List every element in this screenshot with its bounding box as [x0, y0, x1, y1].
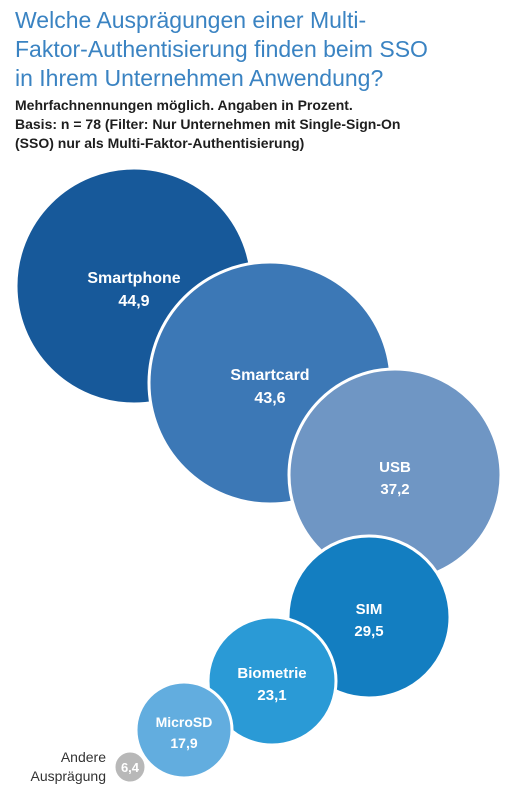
value-label-andere-ausprägung: 6,4	[121, 760, 140, 775]
category-label-usb: USB	[379, 459, 411, 476]
category-label-smartcard: Smartcard	[230, 367, 309, 384]
category-label-andere-ausprägung: Andere	[61, 749, 106, 765]
subtitle-line: Basis: n = 78 (Filter: Nur Unternehmen m…	[15, 116, 401, 132]
title-line: Welche Ausprägungen einer Multi-	[15, 7, 367, 33]
value-label-smartcard: 43,6	[254, 390, 285, 407]
category-label-sim: SIM	[356, 601, 383, 618]
value-label-smartphone: 44,9	[118, 293, 149, 310]
title-line: in Ihrem Unternehmen Anwendung?	[15, 65, 384, 91]
subtitle-line: (SSO) nur als Multi-Faktor-Authentisieru…	[15, 135, 305, 151]
bubble-microsd	[134, 680, 234, 780]
bubble-andere-ausprägung	[112, 749, 148, 785]
category-label-smartphone: Smartphone	[87, 270, 180, 287]
category-label-microsd: MicroSD	[156, 714, 213, 730]
category-label-biometrie: Biometrie	[237, 665, 306, 682]
category-label-andere-ausprägung: Ausprägung	[30, 768, 106, 784]
subtitle-line: Mehrfachnennungen möglich. Angaben in Pr…	[15, 97, 353, 113]
value-label-biometrie: 23,1	[257, 687, 286, 704]
value-label-sim: 29,5	[354, 623, 383, 640]
value-label-usb: 37,2	[380, 481, 409, 498]
chart-subtitle: Mehrfachnennungen möglich. Angaben in Pr…	[15, 96, 505, 153]
chart-title: Welche Ausprägungen einer Multi- Faktor-…	[15, 6, 505, 93]
title-line: Faktor-Authentisierung finden beim SSO	[15, 36, 428, 62]
bubble-biometrie	[206, 615, 338, 747]
value-label-microsd: 17,9	[170, 735, 197, 751]
